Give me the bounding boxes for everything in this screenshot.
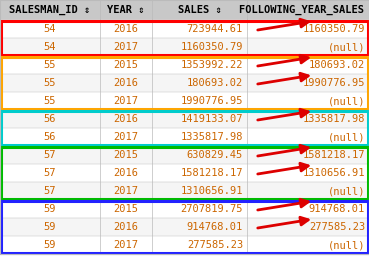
Text: 55: 55 (44, 96, 56, 106)
Bar (0, 236, 369, 254)
Text: (null): (null) (328, 186, 365, 196)
Text: 914768.01: 914768.01 (187, 222, 243, 232)
Text: 277585.23: 277585.23 (309, 222, 365, 232)
Text: 55: 55 (44, 60, 56, 70)
Text: 2016: 2016 (114, 168, 138, 178)
Text: 1353992.22: 1353992.22 (180, 60, 243, 70)
Bar (0, 128, 369, 146)
Text: 1419133.07: 1419133.07 (180, 114, 243, 124)
Bar (0, 56, 369, 74)
Text: 54: 54 (44, 24, 56, 34)
Text: 57: 57 (44, 168, 56, 178)
Bar (0, 146, 369, 164)
Text: 1990776.95: 1990776.95 (180, 96, 243, 106)
Bar (1, 21, 368, 55)
Text: 723944.61: 723944.61 (187, 24, 243, 34)
Text: 1581218.17: 1581218.17 (180, 168, 243, 178)
Text: SALESMAN_ID ⇕: SALESMAN_ID ⇕ (9, 5, 91, 15)
Bar (0, 182, 369, 200)
Bar (1, 201, 368, 253)
Text: 277585.23: 277585.23 (187, 240, 243, 250)
Text: 59: 59 (44, 240, 56, 250)
Bar (1, 111, 368, 145)
Text: 2017: 2017 (114, 42, 138, 52)
Text: 1581218.17: 1581218.17 (303, 150, 365, 160)
Text: 2016: 2016 (114, 24, 138, 34)
Text: 2016: 2016 (114, 114, 138, 124)
Text: 2017: 2017 (114, 186, 138, 196)
Text: 1990776.95: 1990776.95 (303, 78, 365, 88)
Text: 54: 54 (44, 42, 56, 52)
Text: 2015: 2015 (114, 60, 138, 70)
Text: 2017: 2017 (114, 240, 138, 250)
Text: 2015: 2015 (114, 204, 138, 214)
Bar (1, 57, 368, 109)
Text: 59: 59 (44, 204, 56, 214)
Text: 56: 56 (44, 114, 56, 124)
Text: 2016: 2016 (114, 222, 138, 232)
Bar (0, 0, 369, 20)
Text: 2707819.75: 2707819.75 (180, 204, 243, 214)
Bar (0, 92, 369, 110)
Text: 55: 55 (44, 78, 56, 88)
Text: (null): (null) (328, 132, 365, 142)
Text: 1160350.79: 1160350.79 (180, 42, 243, 52)
Text: 914768.01: 914768.01 (309, 204, 365, 214)
Bar (0, 164, 369, 182)
Text: 57: 57 (44, 186, 56, 196)
Text: 59: 59 (44, 222, 56, 232)
Text: (null): (null) (328, 240, 365, 250)
Text: 57: 57 (44, 150, 56, 160)
Text: YEAR ⇕: YEAR ⇕ (107, 5, 145, 15)
Text: 2015: 2015 (114, 150, 138, 160)
Text: 2017: 2017 (114, 96, 138, 106)
Text: 1310656.91: 1310656.91 (303, 168, 365, 178)
Bar (0, 20, 369, 38)
Text: FOLLOWING_YEAR_SALES ⇕: FOLLOWING_YEAR_SALES ⇕ (239, 5, 369, 15)
Bar (0, 74, 369, 92)
Bar (0, 110, 369, 128)
Text: 2016: 2016 (114, 78, 138, 88)
Text: 1335817.98: 1335817.98 (303, 114, 365, 124)
Text: 1335817.98: 1335817.98 (180, 132, 243, 142)
Bar (1, 147, 368, 199)
Text: (null): (null) (328, 42, 365, 52)
Text: 180693.02: 180693.02 (187, 78, 243, 88)
Text: (null): (null) (328, 96, 365, 106)
Bar (0, 200, 369, 218)
Text: 1310656.91: 1310656.91 (180, 186, 243, 196)
Text: 1160350.79: 1160350.79 (303, 24, 365, 34)
Text: 56: 56 (44, 132, 56, 142)
Bar (0, 38, 369, 56)
Text: 630829.45: 630829.45 (187, 150, 243, 160)
Text: 180693.02: 180693.02 (309, 60, 365, 70)
Text: 2017: 2017 (114, 132, 138, 142)
Text: SALES ⇕: SALES ⇕ (177, 5, 221, 15)
Bar (0, 218, 369, 236)
